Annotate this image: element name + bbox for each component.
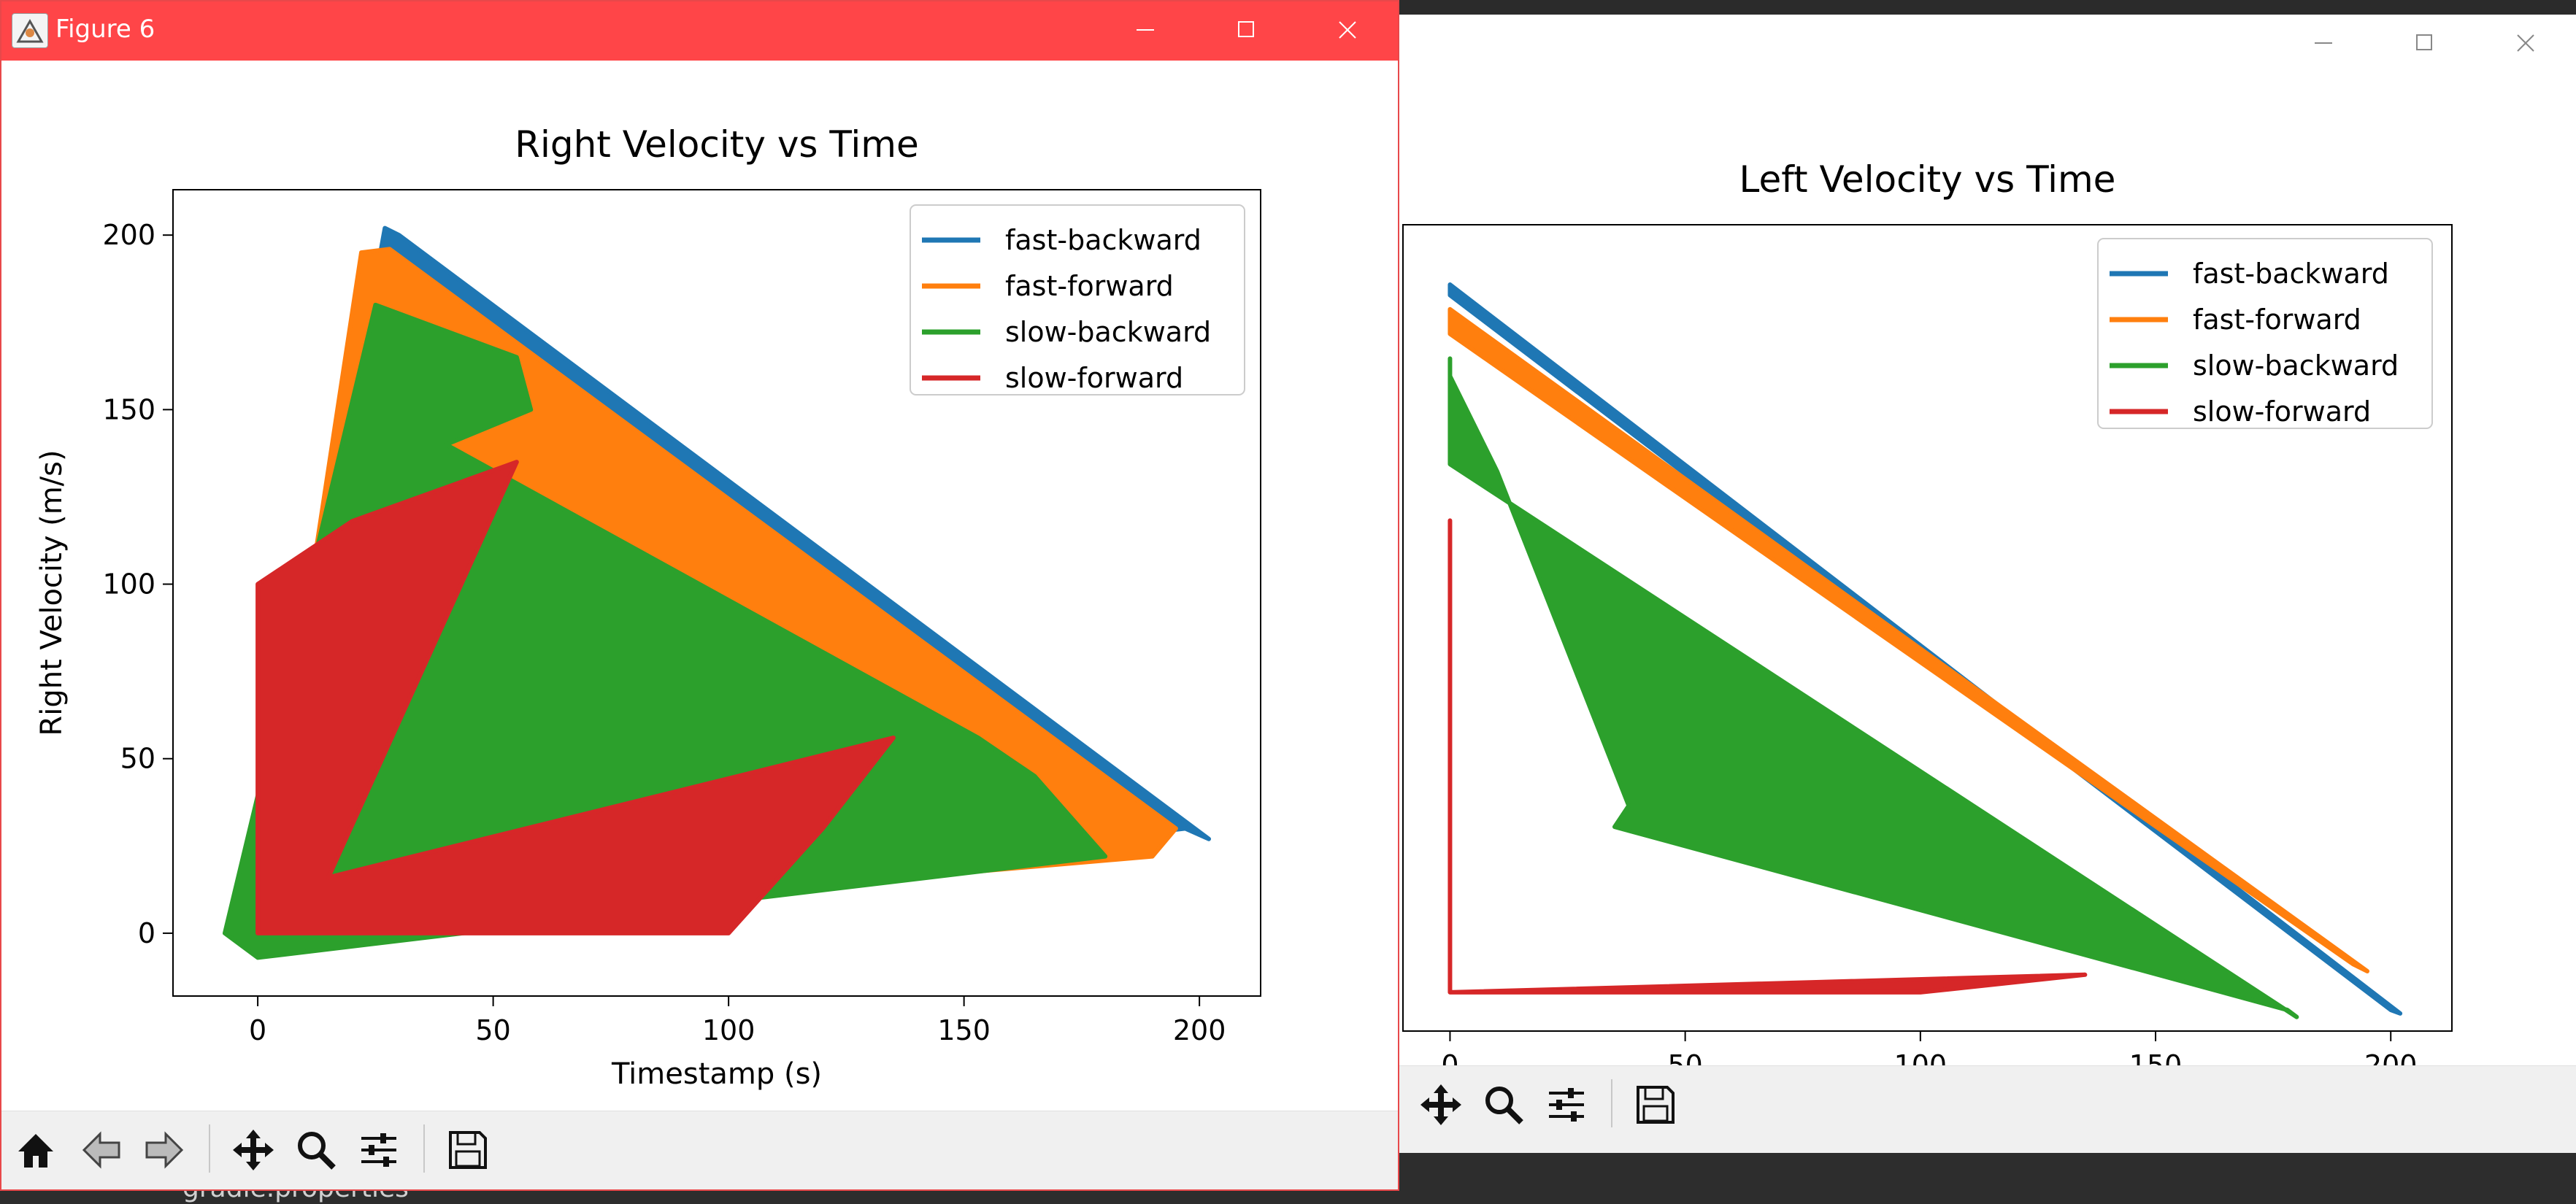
pan-button[interactable] <box>225 1122 280 1177</box>
forward-icon <box>145 1131 184 1169</box>
zoom-icon <box>298 1132 336 1170</box>
chart-title: Right Velocity vs Time <box>515 123 919 166</box>
figure-window-left: Figure 6 Right Velocity vs Time 0 50 100 15… <box>0 0 1399 1191</box>
titlebar: Figure 6 <box>1 1 1398 61</box>
plot-area: 050100150200fast-backwardfast-forwardslo… <box>1402 224 2453 1081</box>
back-icon <box>82 1131 120 1169</box>
home-button[interactable] <box>7 1122 63 1177</box>
x-axis-label: Timestamp (s) <box>611 1057 822 1091</box>
toolbar-separator <box>423 1124 425 1173</box>
maximize-icon <box>2416 34 2432 50</box>
toolbar-separator <box>209 1124 210 1173</box>
pan-icon <box>1420 1084 1461 1125</box>
figure-window-right: Left Velocity vs Time 050100150200fast-b… <box>1399 15 2576 1153</box>
series-slow-backward <box>1447 356 2299 1019</box>
close-icon <box>1339 21 1356 39</box>
zoom-button[interactable] <box>288 1122 343 1177</box>
legend-label: fast-backward <box>1005 224 1202 256</box>
minimize-button[interactable] <box>2274 15 2375 74</box>
forward-button[interactable] <box>136 1122 191 1177</box>
x-tick-label: 200 <box>1173 1014 1226 1046</box>
x-tick-label: 100 <box>702 1014 756 1046</box>
titlebar <box>1399 15 2576 74</box>
legend <box>910 204 1245 395</box>
y-axis-label: Right Velocity (m/s) <box>35 449 69 736</box>
chart-title: Left Velocity vs Time <box>1739 158 2116 201</box>
configure-button[interactable] <box>1538 1076 1593 1132</box>
legend-label: slow-forward <box>2193 395 2371 428</box>
series-fast-forward <box>1447 306 2370 973</box>
legend-label: slow-forward <box>1005 362 1183 394</box>
save-button[interactable] <box>1627 1076 1683 1132</box>
maximize-button[interactable] <box>2375 15 2475 74</box>
maximize-icon <box>1238 21 1254 37</box>
plot-area: 0 50 100 150 200 0 50 100 150 200 fast-backward fas… <box>102 189 1261 1046</box>
pan-button[interactable] <box>1412 1076 1468 1132</box>
axes-frame <box>172 189 1261 997</box>
close-button[interactable] <box>1297 1 1398 61</box>
legend-label: fast-forward <box>1005 270 1174 302</box>
navigation-toolbar <box>1399 1065 2576 1153</box>
save-icon <box>449 1131 487 1169</box>
minimize-button[interactable] <box>1096 1 1196 61</box>
navigation-toolbar <box>1 1111 1398 1189</box>
series-slow-forward <box>255 460 896 935</box>
axes-frame <box>1402 224 2453 1032</box>
zoom-button[interactable] <box>1475 1076 1531 1132</box>
pan-icon <box>233 1130 274 1170</box>
save-icon <box>1637 1086 1675 1124</box>
y-tick-label: 100 <box>102 568 155 601</box>
zoom-icon <box>1485 1087 1523 1124</box>
window-title: Figure 6 <box>55 15 155 44</box>
series-slow-forward <box>1447 518 2088 995</box>
legend <box>2097 238 2433 429</box>
back-button[interactable] <box>73 1122 128 1177</box>
configure-button[interactable] <box>350 1122 406 1177</box>
y-tick-label: 200 <box>102 219 155 251</box>
home-icon <box>18 1134 53 1168</box>
x-tick-label: 50 <box>475 1014 510 1046</box>
y-tick-label: 150 <box>102 393 155 425</box>
toolbar-separator <box>1611 1079 1612 1127</box>
minimize-icon <box>2315 42 2332 44</box>
maximize-button[interactable] <box>1196 1 1297 61</box>
close-icon <box>2517 34 2534 52</box>
background-taskbar <box>1399 0 2576 15</box>
legend-label: slow-backward <box>2193 350 2399 382</box>
close-button[interactable] <box>2475 15 2576 74</box>
figure-canvas[interactable]: Right Velocity vs Time 0 50 100 150 200 0 50 10… <box>1 61 1398 1111</box>
x-tick-label: 0 <box>249 1014 266 1046</box>
app-icon <box>12 13 48 48</box>
configure-icon <box>361 1133 396 1167</box>
legend-label: fast-forward <box>2193 304 2361 336</box>
legend-label: fast-backward <box>2193 258 2389 290</box>
minimize-icon <box>1137 29 1154 31</box>
save-button[interactable] <box>439 1122 495 1177</box>
x-tick-label: 150 <box>937 1014 991 1046</box>
figure-canvas[interactable]: Left Velocity vs Time 050100150200fast-b… <box>1399 74 2576 1095</box>
configure-icon <box>1549 1088 1584 1122</box>
y-tick-label: 0 <box>138 917 155 949</box>
legend-label: slow-backward <box>1005 316 1211 348</box>
y-tick-label: 50 <box>120 743 155 775</box>
